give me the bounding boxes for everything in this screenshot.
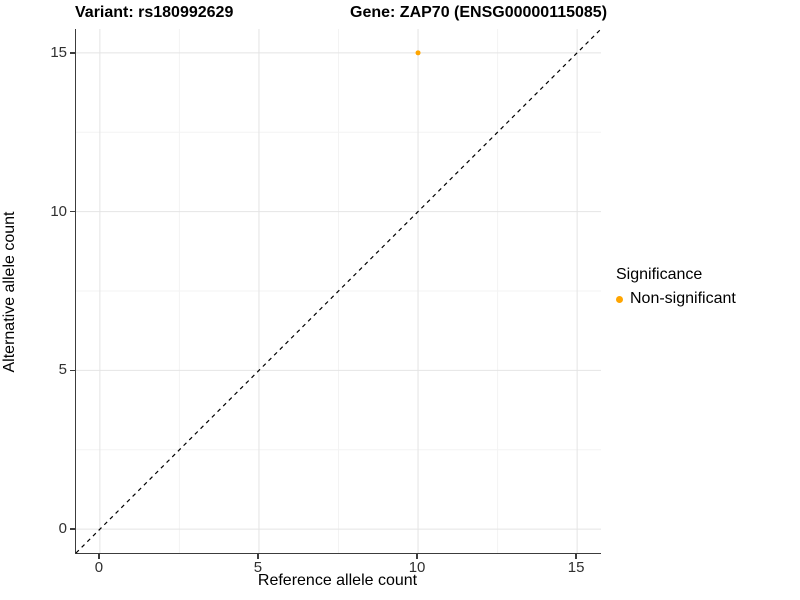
plot-panel <box>75 28 602 554</box>
x-tick-label: 0 <box>94 559 104 576</box>
plot-title-variant: Variant: rs180992629 <box>75 4 234 21</box>
legend-title: Significance <box>616 266 703 283</box>
legend-key-dot-icon <box>616 295 623 303</box>
legend-items: Non-significant <box>616 290 736 308</box>
y-tick-label: 15 <box>50 43 67 61</box>
x-tick-mark <box>98 554 100 559</box>
plot-title-gene: Gene: ZAP70 (ENSG00000115085) <box>350 4 608 21</box>
plot-canvas <box>75 28 602 554</box>
x-axis-title: Reference allele count <box>257 572 418 589</box>
y-tick-mark <box>70 528 75 530</box>
y-tick-label: 0 <box>58 520 67 538</box>
legend-item: Non-significant <box>616 290 736 308</box>
y-tick-label: 10 <box>50 202 67 220</box>
legend-item-label: Non-significant <box>630 290 736 307</box>
y-tick-mark <box>70 52 75 54</box>
x-tick-label: 10 <box>408 559 426 576</box>
x-tick-label: 5 <box>253 559 263 576</box>
y-axis-title: Alternative allele count <box>1 211 18 373</box>
x-tick-mark <box>416 554 418 559</box>
y-tick-mark <box>70 369 75 372</box>
y-tick-label: 5 <box>58 361 67 379</box>
data-point <box>415 50 421 56</box>
x-tick-mark <box>575 554 577 559</box>
identity-line <box>75 28 602 554</box>
legend: Significance Non-significant <box>616 266 736 308</box>
x-tick-label: 15 <box>567 559 585 576</box>
y-tick-mark <box>70 210 75 213</box>
x-tick-mark <box>257 554 259 559</box>
